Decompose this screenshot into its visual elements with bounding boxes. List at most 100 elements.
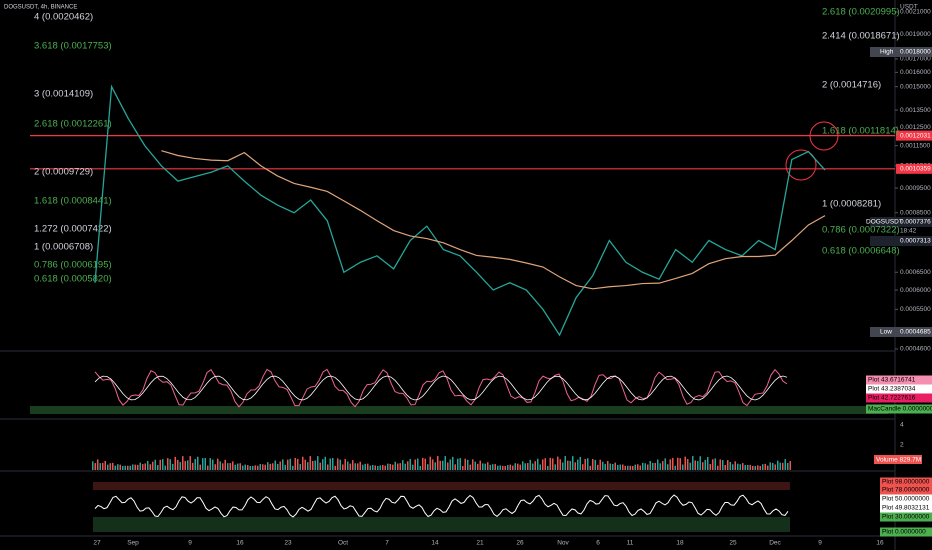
volume-bar <box>632 465 634 470</box>
volume-bar <box>599 459 601 470</box>
axis-badge-label: Low <box>880 329 892 336</box>
price-line <box>94 84 826 337</box>
volume-bar <box>519 464 521 470</box>
legend-label: Plot 78.0000000 <box>882 487 930 494</box>
volume-bar <box>702 462 704 470</box>
volume-bar <box>729 461 731 470</box>
volume-bar <box>697 461 699 470</box>
volume-bar <box>219 461 221 470</box>
volume-bar <box>354 463 356 470</box>
date-label: 14 <box>431 540 439 547</box>
volume-bar <box>752 465 754 470</box>
volume-bar <box>447 462 449 470</box>
volume-bar <box>629 465 631 470</box>
volume-bar <box>207 465 209 470</box>
volume-bar <box>324 456 326 470</box>
axis-badge-label: 0.0007313 <box>900 238 931 245</box>
volume-bar <box>639 465 641 470</box>
volume-bar <box>787 463 789 470</box>
volume-bar <box>137 464 139 470</box>
volume-bar <box>144 463 146 470</box>
rsi-band <box>93 482 790 490</box>
volume-bar <box>682 464 684 470</box>
legend-badge <box>880 512 932 522</box>
volume-bar <box>177 459 179 470</box>
volume-bar <box>304 459 306 470</box>
legend-badge <box>866 375 932 385</box>
y-tick-label: 0.0008500 <box>900 209 931 216</box>
volume-bar <box>542 459 544 470</box>
volume-bar <box>182 456 184 470</box>
volume-bar <box>689 462 691 470</box>
volume-bar <box>652 462 654 470</box>
volume-bar <box>297 458 299 470</box>
volume-bar <box>439 460 441 470</box>
axis-tick: 4 <box>900 422 904 429</box>
volume-bar <box>642 462 644 470</box>
legend-label: Plot 43.6716741 <box>868 377 916 384</box>
volume-bar <box>129 465 131 470</box>
axis-tick: 2 <box>900 442 904 449</box>
volume-bar <box>414 459 416 470</box>
volume-bar <box>457 458 459 470</box>
volume-bar <box>534 461 536 470</box>
axis-badge <box>870 236 932 246</box>
volume-bar <box>139 462 141 470</box>
volume-bar <box>369 465 371 470</box>
legend-badge <box>880 527 932 537</box>
volume-bar <box>727 460 729 470</box>
volume-bar <box>372 464 374 470</box>
volume-bar <box>514 463 516 470</box>
date-label: 9 <box>818 540 822 547</box>
volume-bar <box>274 460 276 470</box>
volume-bar <box>314 460 316 470</box>
fib-label: 1.618 (0.0008441) <box>34 196 112 207</box>
volume-bar <box>734 461 736 470</box>
volume-bar <box>92 461 94 470</box>
volume-bar <box>762 464 764 470</box>
volume-bar <box>317 456 319 470</box>
volume-bar <box>564 456 566 470</box>
volume-bar <box>399 463 401 470</box>
volume-bar <box>252 465 254 470</box>
volume-bar <box>659 463 661 470</box>
fib-label: 2.618 (0.0020995) <box>822 7 900 18</box>
volume-bar <box>604 464 606 470</box>
volume-bar <box>567 460 569 470</box>
volume-bar <box>442 460 444 470</box>
volume-bar <box>537 458 539 470</box>
volume-bar <box>517 463 519 470</box>
axis-badge <box>870 327 932 337</box>
volume-bar <box>249 465 251 470</box>
fib-label: 2.618 (0.0012261) <box>34 119 112 130</box>
volume-bar <box>179 462 181 470</box>
volume-bar <box>387 463 389 470</box>
volume-bar <box>382 465 384 470</box>
volume-bar <box>419 465 421 470</box>
volume-bar <box>552 458 554 470</box>
circle-annotation <box>785 149 817 181</box>
volume-bar <box>282 459 284 470</box>
volume-bar <box>262 464 264 470</box>
volume-bar <box>667 464 669 470</box>
volume-bar <box>232 461 234 470</box>
volume-bar <box>272 463 274 470</box>
axis-badge-label: DOGSUSDT <box>866 219 903 226</box>
date-label: 26 <box>516 540 524 547</box>
volume-bar <box>347 461 349 470</box>
volume-bar <box>267 462 269 470</box>
volume-bar <box>522 461 524 470</box>
volume-bar <box>397 463 399 470</box>
volume-bar <box>694 460 696 470</box>
volume-bar <box>199 464 201 470</box>
volume-bar <box>437 456 439 470</box>
volume-bar <box>329 458 331 470</box>
y-tick-label: 0.0015000 <box>900 83 931 90</box>
date-label: Sep <box>127 540 139 547</box>
volume-bar <box>127 465 129 470</box>
date-label: 16 <box>236 540 244 547</box>
volume-bar <box>782 462 784 470</box>
volume-bar <box>362 464 364 470</box>
volume-bar <box>469 464 471 470</box>
volume-bar <box>202 458 204 470</box>
